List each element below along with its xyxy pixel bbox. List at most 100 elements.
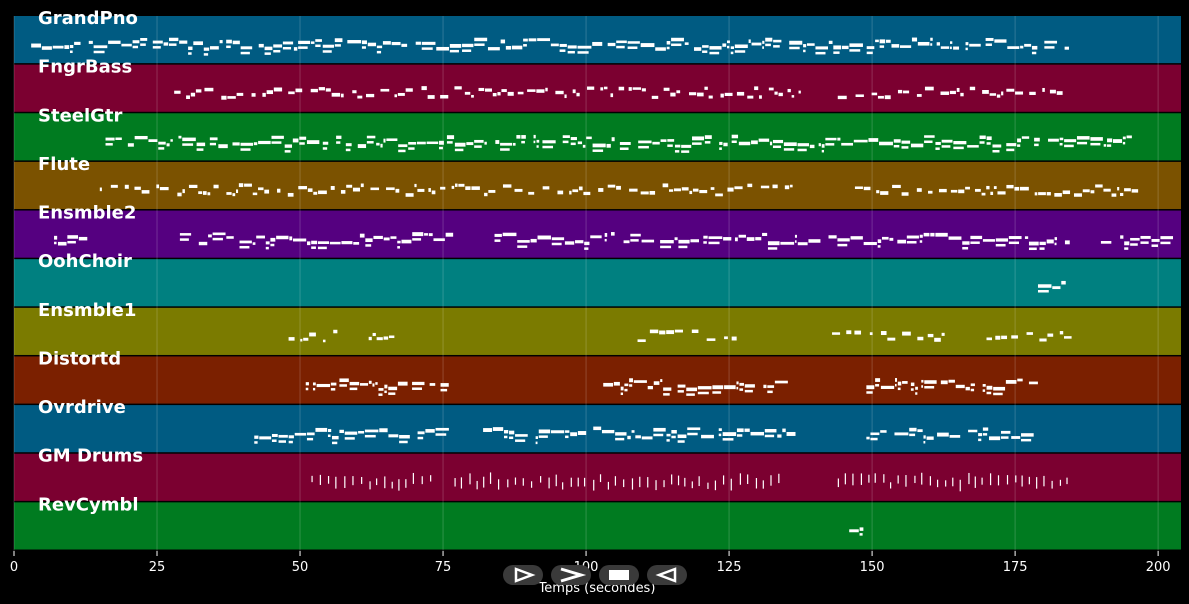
note xyxy=(427,95,435,99)
note xyxy=(511,45,523,50)
note xyxy=(935,147,940,150)
note xyxy=(611,232,615,236)
note xyxy=(979,135,986,139)
note xyxy=(258,187,264,191)
note xyxy=(897,239,907,244)
note xyxy=(364,429,379,433)
note xyxy=(305,382,309,386)
note xyxy=(967,145,979,148)
note xyxy=(458,183,465,187)
note xyxy=(941,332,945,336)
note xyxy=(777,434,782,438)
note xyxy=(564,241,575,245)
note xyxy=(1034,192,1038,196)
note xyxy=(226,192,232,195)
note xyxy=(910,143,924,148)
note xyxy=(921,472,923,485)
note xyxy=(273,87,283,92)
note xyxy=(1038,192,1046,196)
note xyxy=(298,40,311,45)
note xyxy=(577,477,579,487)
note xyxy=(969,43,981,47)
note xyxy=(388,434,399,438)
note xyxy=(501,89,507,93)
note xyxy=(132,45,139,49)
note xyxy=(1011,436,1021,439)
note xyxy=(1021,438,1032,442)
note xyxy=(148,139,158,143)
note xyxy=(677,384,686,388)
note xyxy=(359,233,365,238)
fast-forward-icon xyxy=(560,567,587,583)
note xyxy=(1005,380,1017,384)
note xyxy=(772,184,778,189)
note xyxy=(240,46,253,50)
note xyxy=(88,40,93,44)
note xyxy=(509,430,515,435)
note xyxy=(837,95,847,100)
note xyxy=(632,87,642,90)
note xyxy=(1017,378,1023,382)
play-icon xyxy=(514,567,536,583)
note xyxy=(333,329,338,334)
note xyxy=(293,238,307,242)
note xyxy=(744,389,753,393)
note xyxy=(663,480,665,488)
note xyxy=(684,42,689,45)
stop-button[interactable] xyxy=(599,565,639,585)
note xyxy=(386,138,398,141)
note xyxy=(993,392,1003,396)
note xyxy=(1056,91,1063,95)
note xyxy=(373,235,383,240)
note xyxy=(500,148,510,151)
note xyxy=(289,236,293,241)
note xyxy=(332,441,338,445)
note xyxy=(996,94,1001,98)
note xyxy=(262,92,266,97)
note xyxy=(994,39,1007,43)
track-band xyxy=(14,64,1181,112)
note xyxy=(604,238,607,242)
note xyxy=(537,235,551,240)
note xyxy=(1120,192,1124,197)
note xyxy=(565,430,570,433)
note xyxy=(699,189,708,194)
note xyxy=(641,436,653,440)
note xyxy=(265,246,269,250)
note xyxy=(431,190,436,195)
note xyxy=(548,477,550,489)
play-button[interactable] xyxy=(503,565,543,585)
note xyxy=(607,42,616,47)
note xyxy=(412,238,422,241)
note xyxy=(674,144,681,148)
note xyxy=(662,183,669,188)
fast-forward-button[interactable] xyxy=(551,565,591,585)
note xyxy=(378,393,383,396)
note xyxy=(670,92,676,97)
note xyxy=(593,426,602,431)
note xyxy=(871,92,878,96)
note xyxy=(397,381,408,386)
note xyxy=(284,144,293,148)
note xyxy=(178,135,182,139)
note xyxy=(640,43,655,48)
note xyxy=(982,433,988,436)
note xyxy=(790,184,793,188)
note xyxy=(769,141,773,146)
note xyxy=(292,138,299,143)
note xyxy=(226,39,232,44)
note xyxy=(383,237,390,241)
rewind-button[interactable] xyxy=(647,565,687,585)
note xyxy=(754,86,759,91)
note xyxy=(376,478,378,486)
note xyxy=(921,379,924,383)
note xyxy=(703,235,708,239)
note xyxy=(1048,138,1059,142)
note xyxy=(282,41,294,45)
note xyxy=(639,476,641,488)
note xyxy=(339,429,344,434)
note xyxy=(417,436,424,440)
note xyxy=(412,472,414,484)
note xyxy=(978,438,982,442)
note xyxy=(929,476,931,486)
